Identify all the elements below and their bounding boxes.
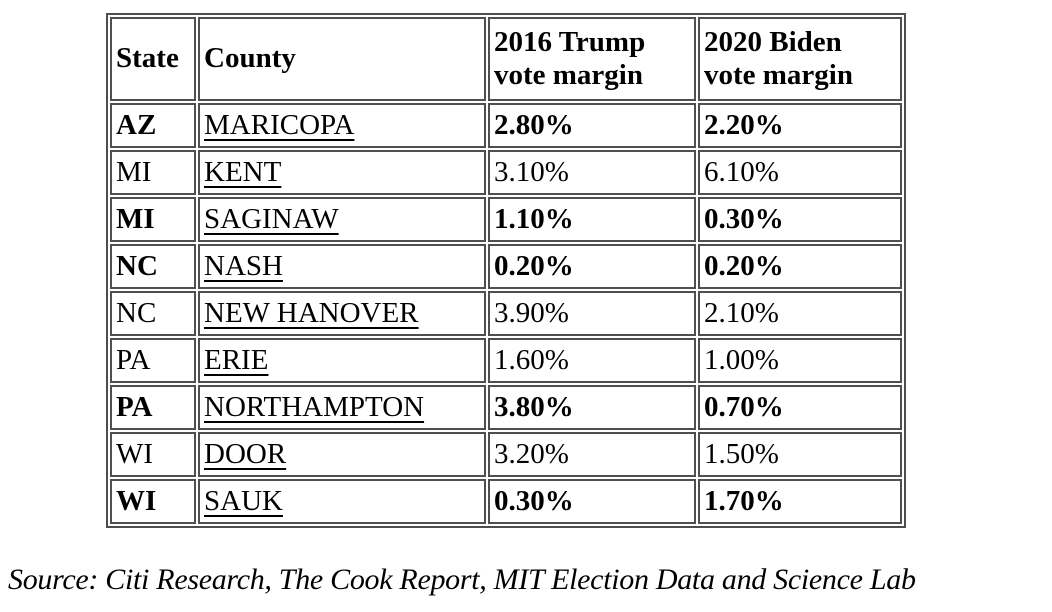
biden-2020-cell: 0.70% (698, 385, 902, 430)
table-row: WI SAUK 0.30% 1.70% (110, 479, 902, 524)
county-cell: KENT (198, 150, 486, 195)
county-cell: NORTHAMPTON (198, 385, 486, 430)
county-name: DOOR (204, 438, 287, 470)
state-cell: PA (110, 385, 196, 430)
state-cell: AZ (110, 103, 196, 148)
county-cell: NASH (198, 244, 486, 289)
county-name: MARICOPA (204, 109, 355, 141)
state-cell: WI (110, 432, 196, 477)
county-cell: MARICOPA (198, 103, 486, 148)
biden-2020-cell: 1.70% (698, 479, 902, 524)
biden-2020-cell: 1.00% (698, 338, 902, 383)
table-row: PA NORTHAMPTON 3.80% 0.70% (110, 385, 902, 430)
header-2016-trump: 2016 Trump vote margin (488, 17, 696, 101)
county-cell: SAUK (198, 479, 486, 524)
table-row: NC NEW HANOVER 3.90% 2.10% (110, 291, 902, 336)
trump-2016-cell: 3.10% (488, 150, 696, 195)
state-cell: NC (110, 244, 196, 289)
trump-2016-cell: 1.10% (488, 197, 696, 242)
county-cell: ERIE (198, 338, 486, 383)
trump-2016-cell: 0.30% (488, 479, 696, 524)
source-note: Source: Citi Research, The Cook Report, … (8, 563, 916, 596)
state-cell: PA (110, 338, 196, 383)
state-cell: WI (110, 479, 196, 524)
county-name: NEW HANOVER (204, 297, 419, 329)
table-row: PA ERIE 1.60% 1.00% (110, 338, 902, 383)
state-cell: NC (110, 291, 196, 336)
biden-2020-cell: 0.30% (698, 197, 902, 242)
vote-margin-table: State County 2016 Trump vote margin 2020… (106, 13, 906, 528)
trump-2016-cell: 1.60% (488, 338, 696, 383)
header-county: County (198, 17, 486, 101)
trump-2016-cell: 3.20% (488, 432, 696, 477)
county-cell: SAGINAW (198, 197, 486, 242)
county-name: KENT (204, 156, 282, 188)
table-row: MI KENT 3.10% 6.10% (110, 150, 902, 195)
table-row: NC NASH 0.20% 0.20% (110, 244, 902, 289)
biden-2020-cell: 2.10% (698, 291, 902, 336)
county-cell: DOOR (198, 432, 486, 477)
county-name: NORTHAMPTON (204, 391, 425, 423)
trump-2016-cell: 3.90% (488, 291, 696, 336)
vote-margin-table-container: State County 2016 Trump vote margin 2020… (106, 13, 906, 528)
trump-2016-cell: 3.80% (488, 385, 696, 430)
header-2020-biden: 2020 Biden vote margin (698, 17, 902, 101)
biden-2020-cell: 2.20% (698, 103, 902, 148)
table-row: WI DOOR 3.20% 1.50% (110, 432, 902, 477)
county-name: SAGINAW (204, 203, 339, 235)
header-row: State County 2016 Trump vote margin 2020… (110, 17, 902, 101)
table-header: State County 2016 Trump vote margin 2020… (110, 17, 902, 101)
header-state: State (110, 17, 196, 101)
state-cell: MI (110, 150, 196, 195)
state-cell: MI (110, 197, 196, 242)
biden-2020-cell: 0.20% (698, 244, 902, 289)
biden-2020-cell: 1.50% (698, 432, 902, 477)
county-name: NASH (204, 250, 283, 282)
county-name: SAUK (204, 485, 283, 517)
table-row: AZ MARICOPA 2.80% 2.20% (110, 103, 902, 148)
biden-2020-cell: 6.10% (698, 150, 902, 195)
trump-2016-cell: 2.80% (488, 103, 696, 148)
table-row: MI SAGINAW 1.10% 0.30% (110, 197, 902, 242)
trump-2016-cell: 0.20% (488, 244, 696, 289)
county-cell: NEW HANOVER (198, 291, 486, 336)
table-body: AZ MARICOPA 2.80% 2.20% MI KENT 3.10% 6.10% MI SA… (110, 103, 902, 524)
county-name: ERIE (204, 344, 269, 376)
